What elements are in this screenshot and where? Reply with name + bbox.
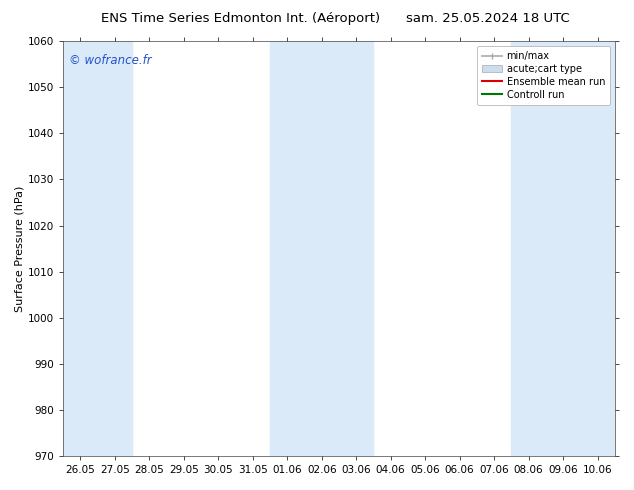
Bar bbox=[512, 41, 615, 456]
Bar bbox=[270, 41, 373, 456]
Y-axis label: Surface Pressure (hPa): Surface Pressure (hPa) bbox=[15, 185, 25, 312]
Text: sam. 25.05.2024 18 UTC: sam. 25.05.2024 18 UTC bbox=[406, 12, 570, 25]
Text: ENS Time Series Edmonton Int. (Aéroport): ENS Time Series Edmonton Int. (Aéroport) bbox=[101, 12, 380, 25]
Bar bbox=[63, 41, 132, 456]
Text: © wofrance.fr: © wofrance.fr bbox=[68, 54, 151, 67]
Legend: min/max, acute;cart type, Ensemble mean run, Controll run: min/max, acute;cart type, Ensemble mean … bbox=[477, 46, 610, 104]
